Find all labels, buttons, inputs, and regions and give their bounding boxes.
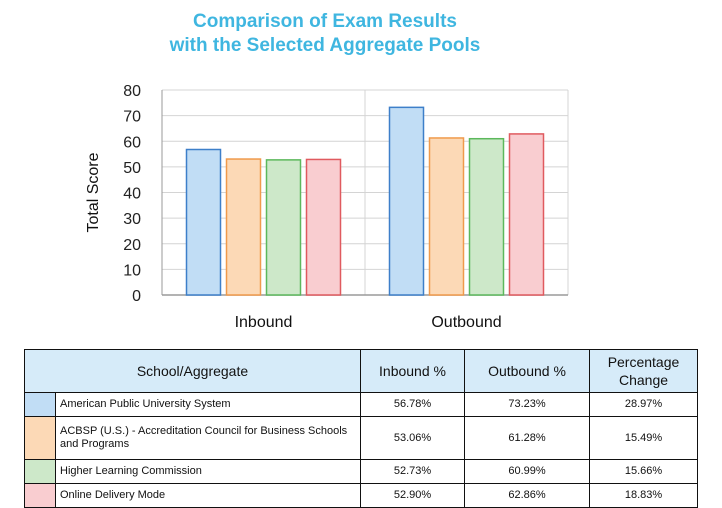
- y-tick-label: 80: [123, 83, 141, 100]
- row-name: Higher Learning Commission: [55, 459, 361, 484]
- table-row: ACBSP (U.S.) - Accreditation Council for…: [24, 416, 698, 460]
- table-row: Online Delivery Mode 52.90% 62.86% 18.83…: [24, 483, 698, 508]
- bar: [185, 148, 222, 296]
- row-change: 15.49%: [589, 416, 698, 460]
- row-name: Online Delivery Mode: [55, 483, 361, 508]
- row-name: ACBSP (U.S.) - Accreditation Council for…: [55, 416, 361, 460]
- series-swatch: [24, 416, 56, 460]
- bar: [388, 106, 425, 296]
- bar: [305, 158, 342, 296]
- row-change: 18.83%: [589, 483, 698, 508]
- table-header-row: School/Aggregate Inbound % Outbound % Pe…: [24, 349, 698, 393]
- y-tick-label: 60: [123, 134, 141, 151]
- x-tick-label: Outbound: [431, 314, 501, 331]
- bar: [468, 137, 505, 296]
- bar: [428, 137, 465, 296]
- results-table: School/Aggregate Inbound % Outbound % Pe…: [24, 349, 698, 508]
- series-swatch: [24, 483, 56, 508]
- table-row: Higher Learning Commission 52.73% 60.99%…: [24, 459, 698, 484]
- bar-chart: 0 10 20 30 40 50 60 70 80 Inbound Outbound Total Sc…: [85, 83, 569, 331]
- row-outbound: 73.23%: [464, 392, 590, 417]
- y-tick-label: 10: [123, 262, 141, 279]
- y-tick-label: 20: [123, 237, 141, 254]
- y-tick-label: 50: [123, 160, 141, 177]
- y-tick-label: 40: [123, 186, 141, 203]
- row-inbound: 52.90%: [360, 483, 465, 508]
- chart-title-line-2: with the Selected Aggregate Pools: [169, 35, 481, 56]
- header-school-aggregate: School/Aggregate: [24, 349, 361, 393]
- row-outbound: 62.86%: [464, 483, 590, 508]
- row-change: 28.97%: [589, 392, 698, 417]
- y-tick-label: 30: [123, 211, 141, 228]
- y-axis-label: Total Score: [85, 152, 102, 232]
- header-percentage-change: Percentage Change: [589, 349, 698, 393]
- series-swatch: [24, 392, 56, 417]
- row-name: American Public University System: [55, 392, 361, 417]
- bar: [508, 133, 545, 296]
- row-change: 15.66%: [589, 459, 698, 484]
- row-outbound: 60.99%: [464, 459, 590, 484]
- x-tick-label: Inbound: [235, 314, 293, 331]
- header-outbound: Outbound %: [464, 349, 590, 393]
- chart-title-line-1: Comparison of Exam Results: [193, 11, 457, 32]
- bar: [265, 159, 302, 296]
- chart-title: Comparison of Exam Results with the Sele…: [0, 10, 650, 58]
- table-row: American Public University System 56.78%…: [24, 392, 698, 417]
- bar: [225, 158, 262, 296]
- y-tick-label: 0: [132, 288, 141, 305]
- row-inbound: 52.73%: [360, 459, 465, 484]
- row-inbound: 53.06%: [360, 416, 465, 460]
- header-inbound: Inbound %: [360, 349, 465, 393]
- row-outbound: 61.28%: [464, 416, 590, 460]
- y-tick-label: 70: [123, 109, 141, 126]
- row-inbound: 56.78%: [360, 392, 465, 417]
- series-swatch: [24, 459, 56, 484]
